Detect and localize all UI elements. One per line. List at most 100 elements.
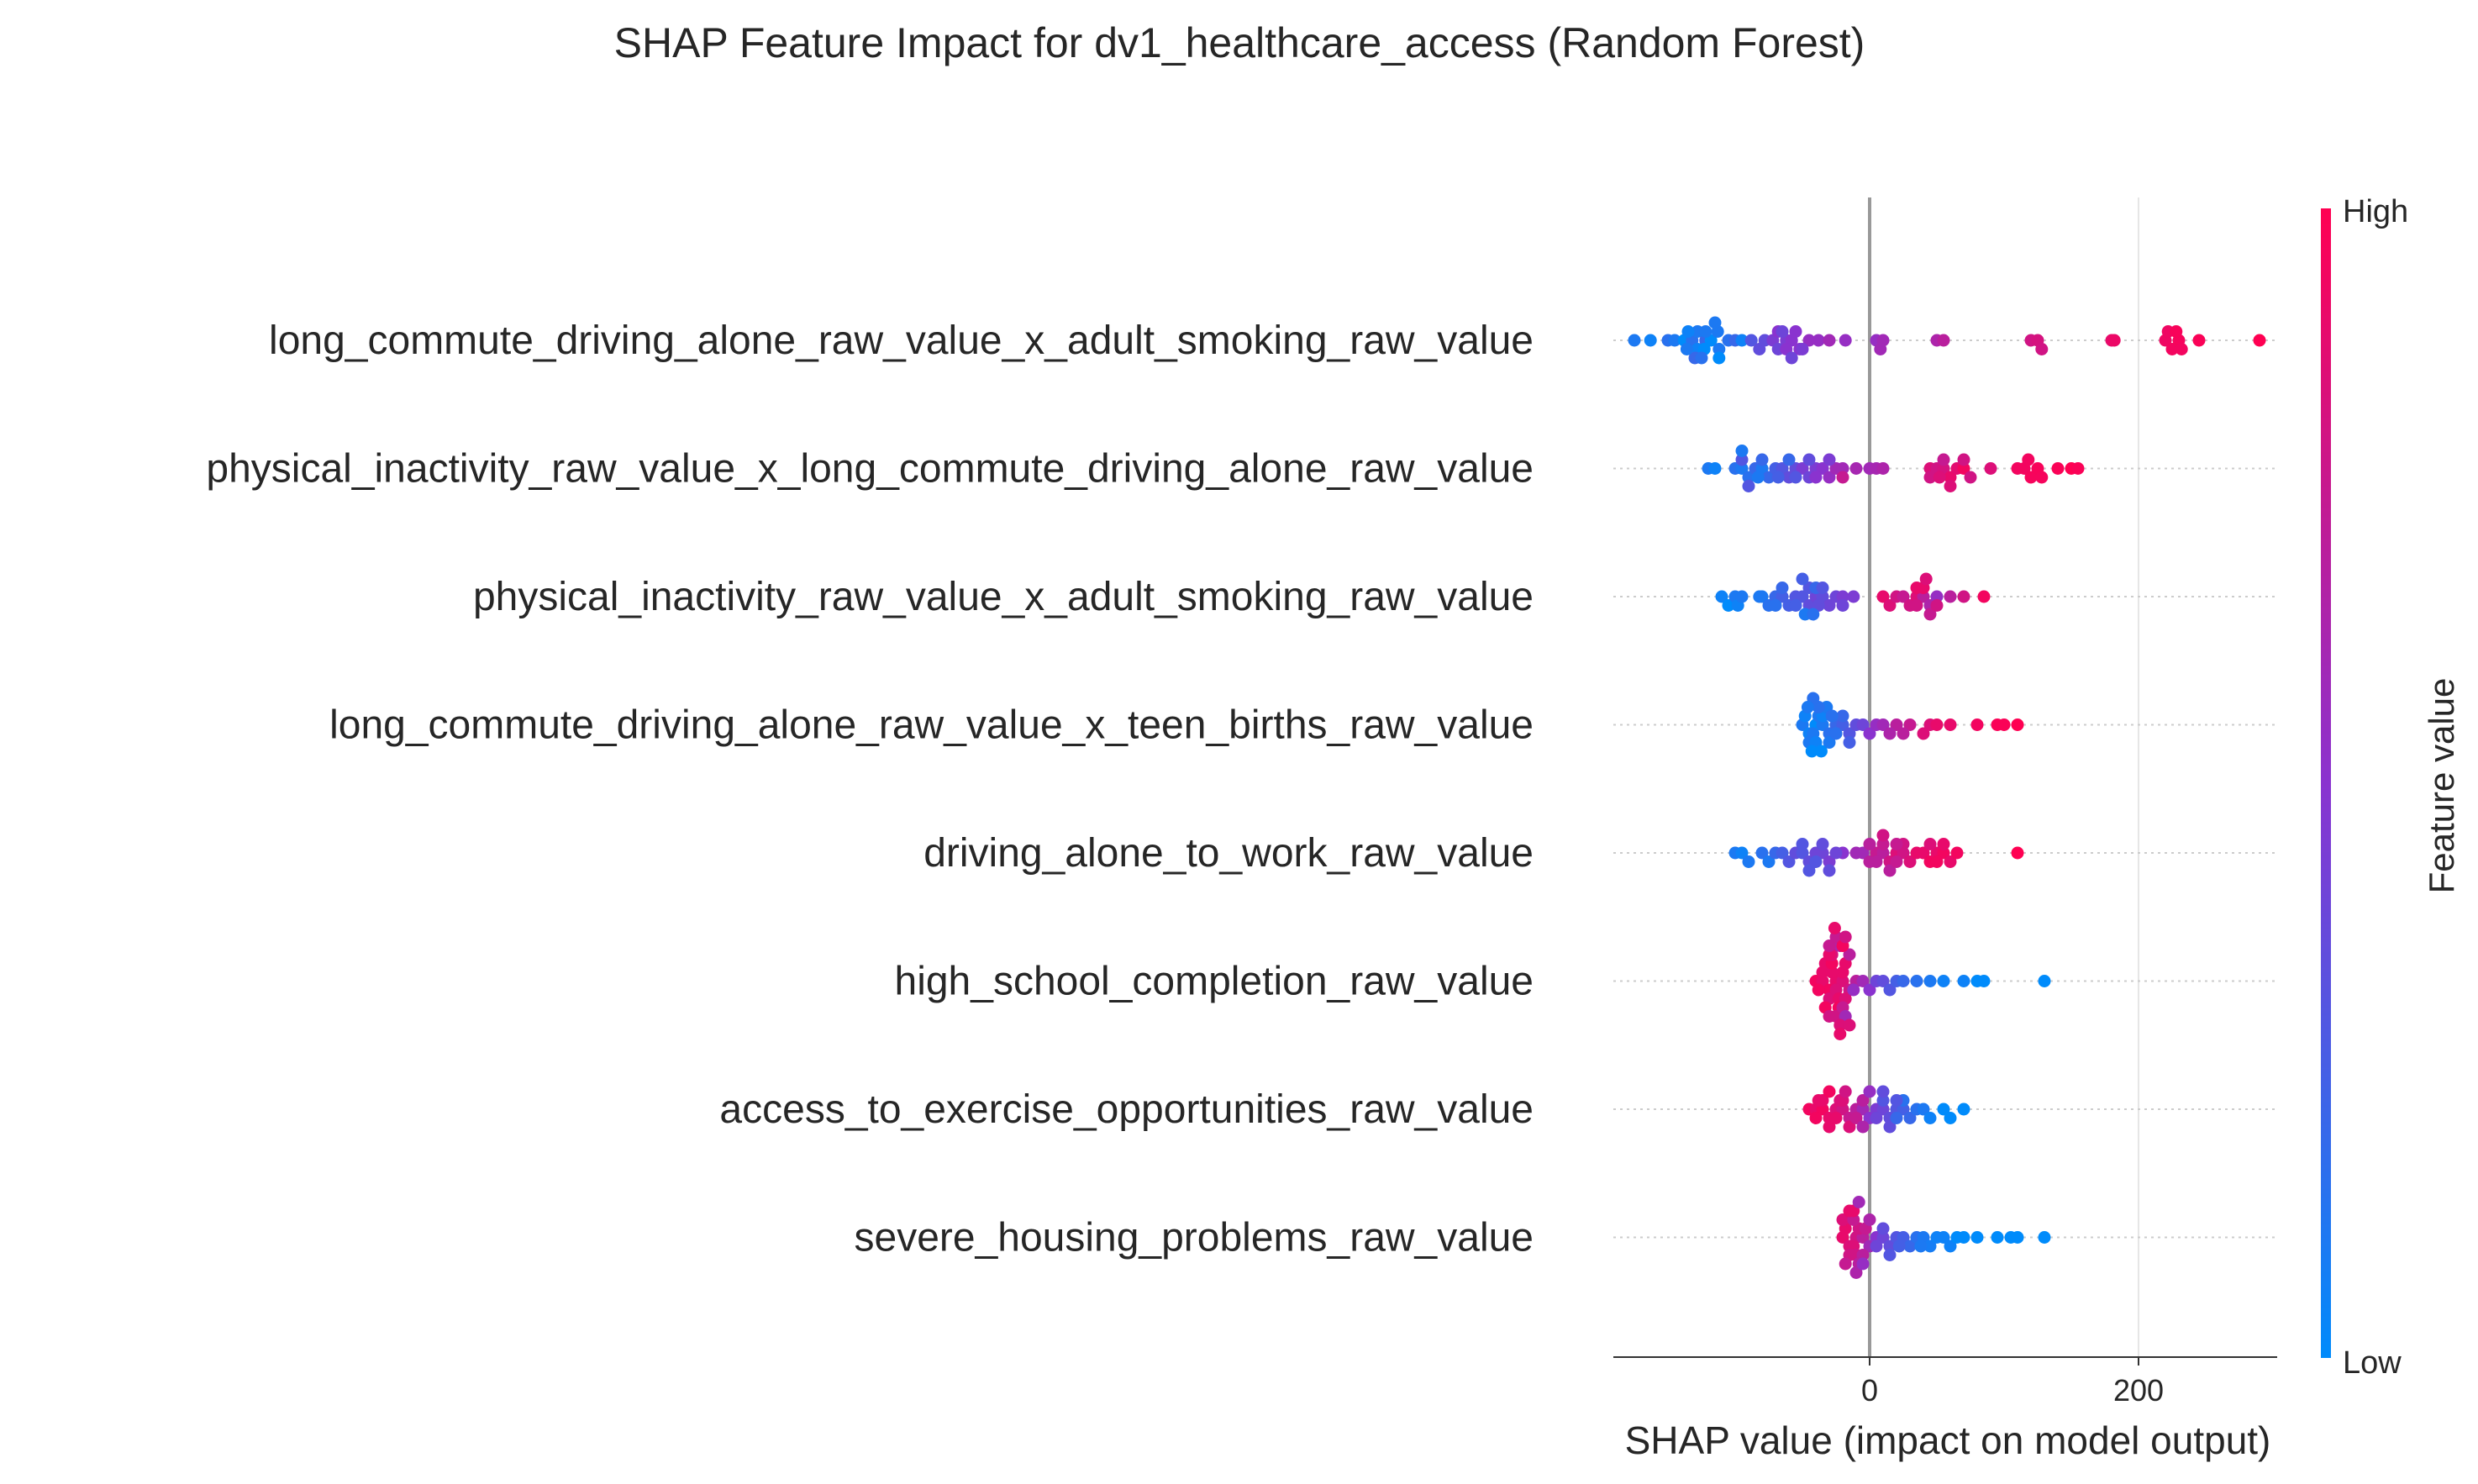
point-7-19 [1970,1231,1984,1244]
point-1-12 [1796,462,1809,475]
point-5-50 [1828,922,1841,934]
point-3-39 [1917,727,1930,740]
point-1-45 [1937,453,1950,466]
point-0-23 [1823,334,1836,347]
point-6-28 [1849,1112,1863,1124]
point-1-30 [1984,462,1997,475]
point-2-43 [1816,581,1829,594]
point-0-39 [2253,334,2266,347]
feature-label-6: access_to_exercise_opportunities_raw_val… [719,1087,1534,1132]
point-4-32 [1796,838,1809,850]
x-grid [1869,197,2139,1357]
point-6-39 [1876,1085,1890,1098]
point-4-30 [1950,846,1964,860]
point-3-10 [1863,727,1876,740]
point-1-19 [1849,462,1863,475]
point-7-20 [1991,1231,2004,1244]
point-3-37 [1883,727,1897,740]
point-6-40 [1890,1094,1903,1107]
point-7-38 [1849,1266,1863,1279]
point-6-8 [1856,1102,1870,1116]
point-2-21 [1897,590,1910,603]
point-1-35 [2051,462,2065,475]
point-2-19 [1883,599,1897,612]
point-4-25 [1917,846,1930,860]
point-0-12 [1735,334,1749,347]
point-7-13 [1923,1239,1937,1253]
point-7-15 [1937,1231,1950,1244]
point-0-34 [2107,334,2121,347]
point-4-29 [1944,855,1957,868]
feature-label-0: long_commute_driving_alone_raw_value_x_a… [269,318,1534,363]
point-1-26 [1944,471,1957,484]
point-0-46 [1713,351,1726,365]
feature-label-7: severe_housing_problems_raw_value [855,1216,1534,1260]
point-6-36 [1812,1094,1825,1107]
point-1-38 [1735,453,1749,466]
point-5-47 [1843,1018,1856,1032]
point-4-4 [1762,855,1776,868]
point-7-16 [1944,1239,1957,1253]
feature-label-3: long_commute_driving_alone_raw_value_x_t… [329,703,1534,748]
point-1-41 [1771,471,1785,484]
point-1-18 [1836,462,1849,475]
point-0-36 [2165,343,2179,355]
point-2-29 [1977,590,1991,603]
point-4-13 [1823,855,1836,868]
point-5-8 [1863,983,1876,997]
point-4-39 [1876,838,1890,850]
point-5-44 [1823,939,1836,952]
point-4-16 [1856,846,1870,860]
point-5-7 [1856,975,1870,987]
point-3-32 [1814,745,1828,758]
point-6-42 [1863,1085,1876,1098]
data-points [1628,316,2266,1279]
point-5-39 [1843,948,1856,961]
point-6-38 [1839,1085,1852,1098]
point-3-16 [1944,718,1957,731]
point-1-47 [1809,471,1823,484]
point-7-39 [1852,1196,1865,1208]
point-6-27 [1843,1120,1856,1134]
point-0-47 [1681,325,1695,338]
point-1-54 [1944,480,1957,492]
point-1-28 [1957,462,1970,475]
point-1-7 [1762,471,1776,484]
point-5-17 [1957,975,1970,987]
point-4-38 [1870,855,1883,868]
point-3-26 [1823,736,1836,749]
point-0-3 [1668,334,1681,347]
point-1-1 [1708,462,1722,475]
point-1-48 [1735,445,1749,457]
point-4-19 [1876,846,1890,860]
point-1-46 [1957,453,1970,466]
point-1-39 [1742,480,1755,492]
point-1-43 [1802,453,1816,466]
x-tick-label-1: 200 [2113,1373,2164,1408]
point-2-46 [1910,581,1923,594]
colorbar-title: Feature value [2422,678,2461,894]
point-2-28 [1957,590,1970,603]
point-2-31 [1910,599,1923,612]
point-2-48 [1930,599,1944,612]
point-2-34 [1776,581,1789,594]
point-5-11 [1883,983,1897,997]
point-1-42 [1789,471,1802,484]
point-5-38 [1823,1010,1836,1023]
point-2-18 [1876,590,1890,603]
point-7-18 [1957,1231,1970,1244]
point-5-35 [1823,948,1836,961]
point-3-41 [1991,718,2004,731]
colorbar-low-label: Low [2343,1345,2402,1381]
point-4-12 [1816,846,1829,860]
point-2-33 [1753,590,1766,603]
point-0-54 [1785,351,1798,365]
point-6-33 [1890,1112,1903,1124]
colorbar [2321,208,2331,1358]
point-0-49 [1708,316,1722,329]
point-2-44 [1836,599,1849,612]
point-2-42 [1769,599,1782,612]
point-6-31 [1876,1094,1890,1107]
point-6-11 [1876,1102,1890,1116]
point-0-53 [1776,325,1789,338]
